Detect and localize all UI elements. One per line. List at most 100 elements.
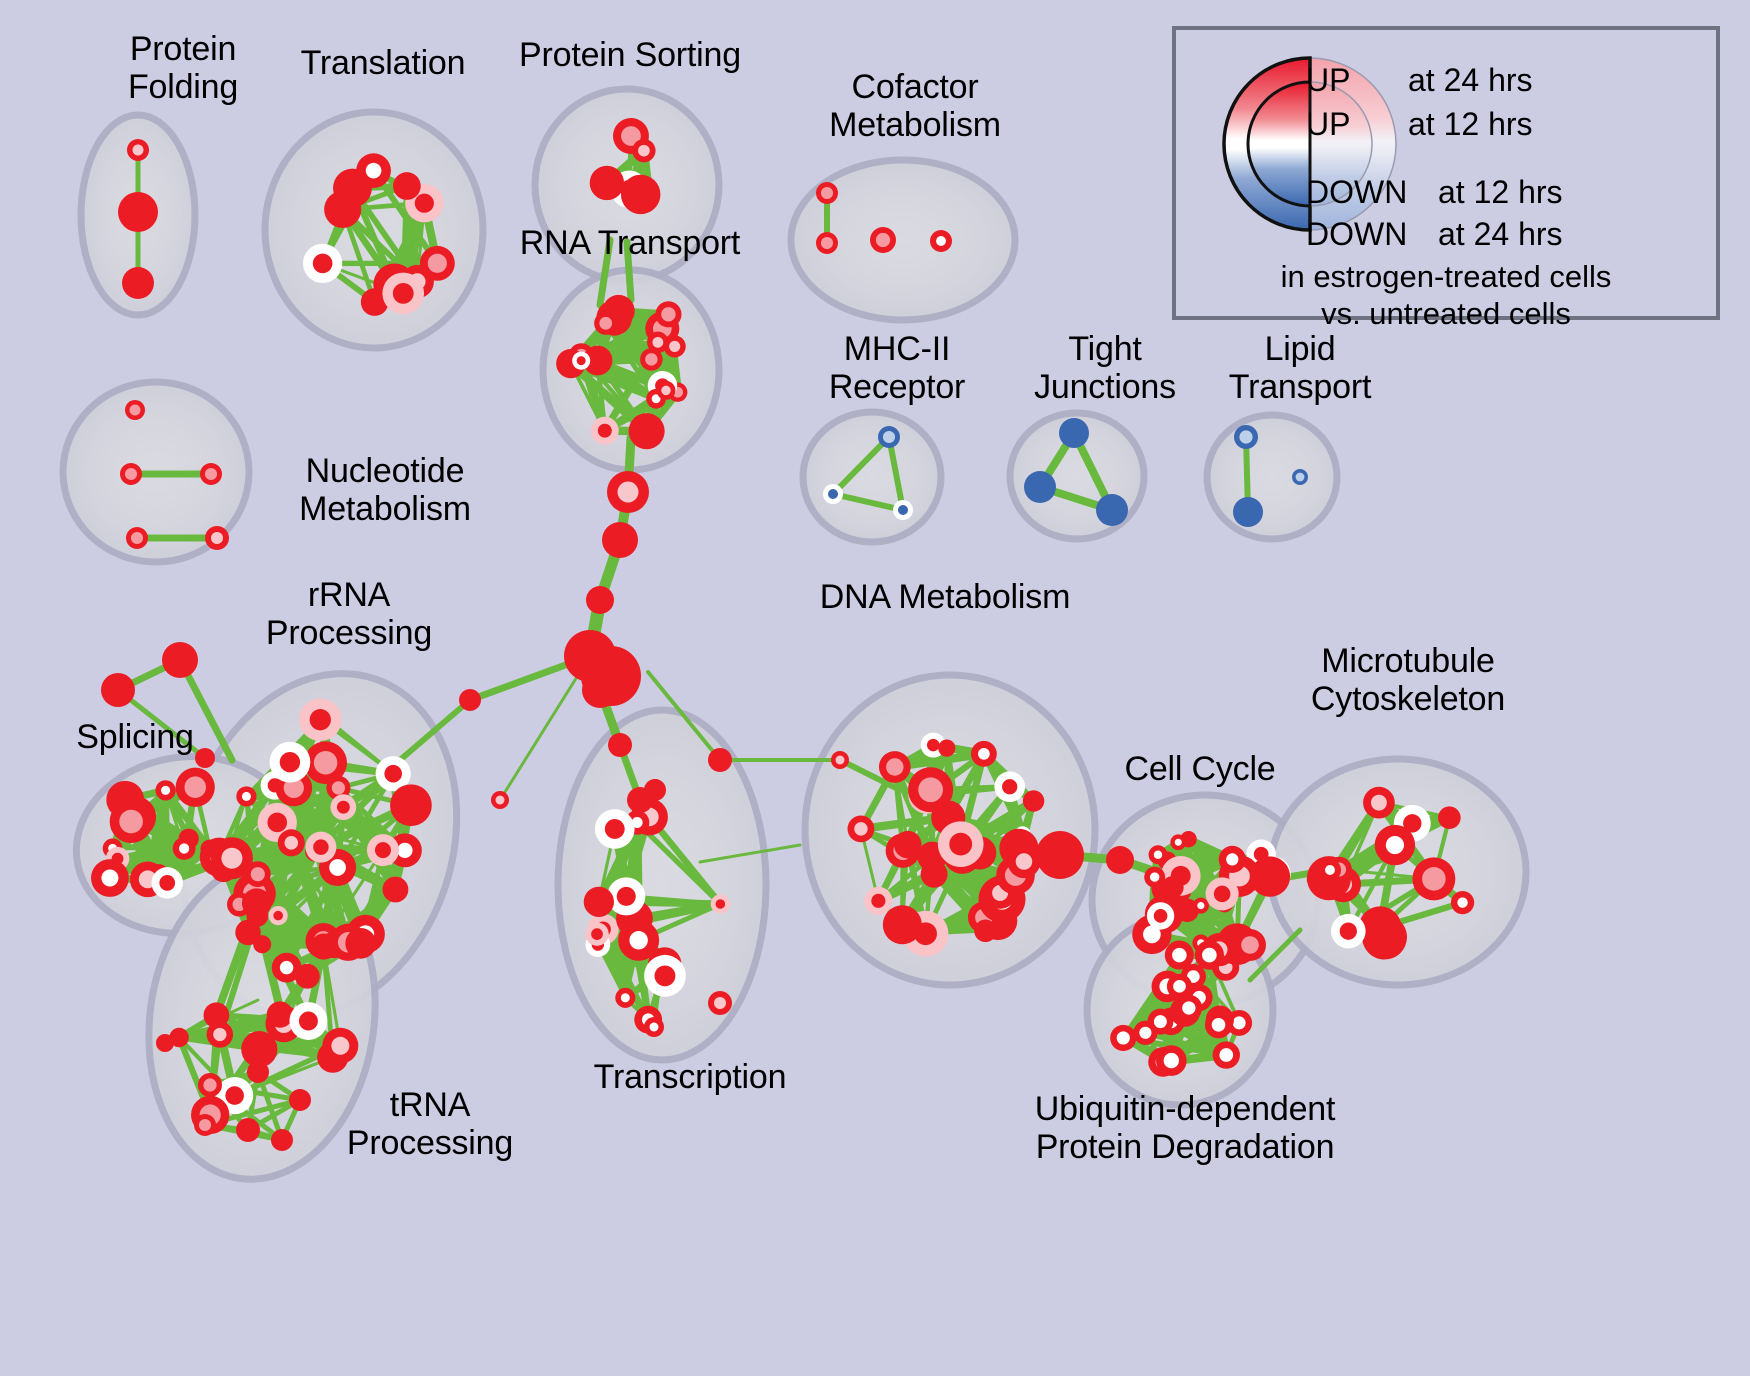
network-node [151, 867, 183, 899]
network-node [200, 463, 222, 485]
network-node [271, 952, 302, 983]
network-node [1204, 1011, 1233, 1039]
network-node [205, 526, 229, 550]
network-node [1212, 1041, 1240, 1069]
network-node [882, 905, 922, 945]
network-node [169, 1027, 189, 1048]
network-node [156, 1034, 174, 1052]
network-node [126, 527, 148, 549]
network-node [607, 877, 646, 916]
cluster-label-rna-transport: RNA Transport [519, 224, 741, 262]
network-node [109, 800, 153, 843]
network-node [101, 673, 135, 707]
network-node [268, 905, 288, 926]
network-node [937, 821, 984, 867]
cluster-ellipse-transcription [554, 706, 770, 1064]
network-node [1205, 877, 1239, 911]
network-node [172, 837, 196, 860]
network-node [628, 413, 665, 450]
network-node [974, 919, 997, 943]
network-edge [498, 654, 592, 802]
network-node [310, 933, 337, 960]
network-node [864, 886, 893, 915]
network-node [644, 1017, 664, 1037]
network-node [1292, 469, 1308, 485]
network-node [326, 775, 351, 800]
network-edge [646, 670, 722, 762]
cluster-label-protein-folding: Protein Folding [127, 30, 239, 107]
legend-time-2: at 12 hrs [1438, 174, 1563, 210]
legend-state-0: UP [1306, 62, 1351, 98]
network-node [1331, 913, 1366, 949]
cluster-label-transcription: Transcription [593, 1058, 787, 1096]
network-edge [623, 238, 635, 304]
network-node [1022, 790, 1045, 812]
network-edge [634, 819, 723, 907]
cluster-ellipse-mhc-ii [799, 408, 945, 546]
network-node [1363, 786, 1395, 819]
network-node [607, 471, 649, 513]
network-node [269, 741, 311, 783]
network-node [572, 351, 591, 370]
network-node [390, 784, 432, 827]
cluster-label-lipid-transport: Lipid Transport [1228, 330, 1372, 407]
network-node [823, 484, 843, 504]
cluster-label-splicing: Splicing [76, 718, 194, 756]
network-node [640, 348, 663, 371]
network-node [491, 791, 509, 809]
cluster-label-trna-processing: tRNA Processing [346, 1086, 514, 1163]
network-node [289, 1089, 311, 1111]
network-node [938, 739, 956, 757]
network-node [637, 179, 659, 201]
network-node [175, 767, 215, 807]
cluster-ellipse-lipid-transport [1203, 411, 1341, 543]
network-node [162, 642, 198, 678]
legend-inner-left-half [1246, 80, 1312, 208]
network-node [1161, 876, 1184, 899]
network-node [618, 919, 660, 961]
network-node [1170, 834, 1187, 851]
network-edge [115, 687, 208, 761]
network-node [893, 500, 913, 520]
legend-caption: in estrogen-treated cells vs. untreated … [1280, 259, 1612, 332]
network-node [1249, 856, 1291, 897]
network-node [870, 227, 896, 253]
network-node [615, 987, 636, 1008]
network-node [393, 172, 421, 200]
network-node [127, 139, 149, 161]
network-node [1106, 846, 1134, 874]
cluster-label-dna-metabolism: DNA Metabolism [819, 578, 1071, 616]
network-node [656, 380, 676, 400]
network-node [816, 182, 838, 204]
network-edge [830, 491, 906, 513]
network-nodes [91, 118, 1475, 1151]
network-node [459, 689, 481, 711]
network-node [195, 748, 215, 768]
network-node [118, 192, 158, 232]
network-node [304, 741, 347, 785]
network-node [594, 809, 635, 849]
cluster-label-nucleotide: Nucleotide Metabolism [299, 452, 471, 529]
network-node [644, 955, 686, 997]
network-node [1438, 806, 1461, 830]
network-node [236, 786, 257, 807]
network-node [122, 267, 154, 299]
cluster-label-microtubule: Microtubule Cytoskeleton [1310, 642, 1506, 719]
legend-time-0: at 24 hrs [1408, 62, 1533, 98]
network-node [708, 991, 732, 1015]
network-edge [886, 434, 906, 513]
network-node [994, 771, 1026, 803]
network-node [200, 839, 219, 858]
network-node [1362, 914, 1407, 960]
network-node [1155, 1045, 1187, 1076]
network-node [206, 1021, 234, 1048]
network-edge [176, 656, 236, 764]
network-node [345, 927, 377, 959]
network-node [302, 243, 343, 284]
network-node [583, 886, 614, 917]
network-node [1234, 929, 1266, 961]
network-node [585, 922, 609, 946]
network-node [120, 463, 142, 485]
